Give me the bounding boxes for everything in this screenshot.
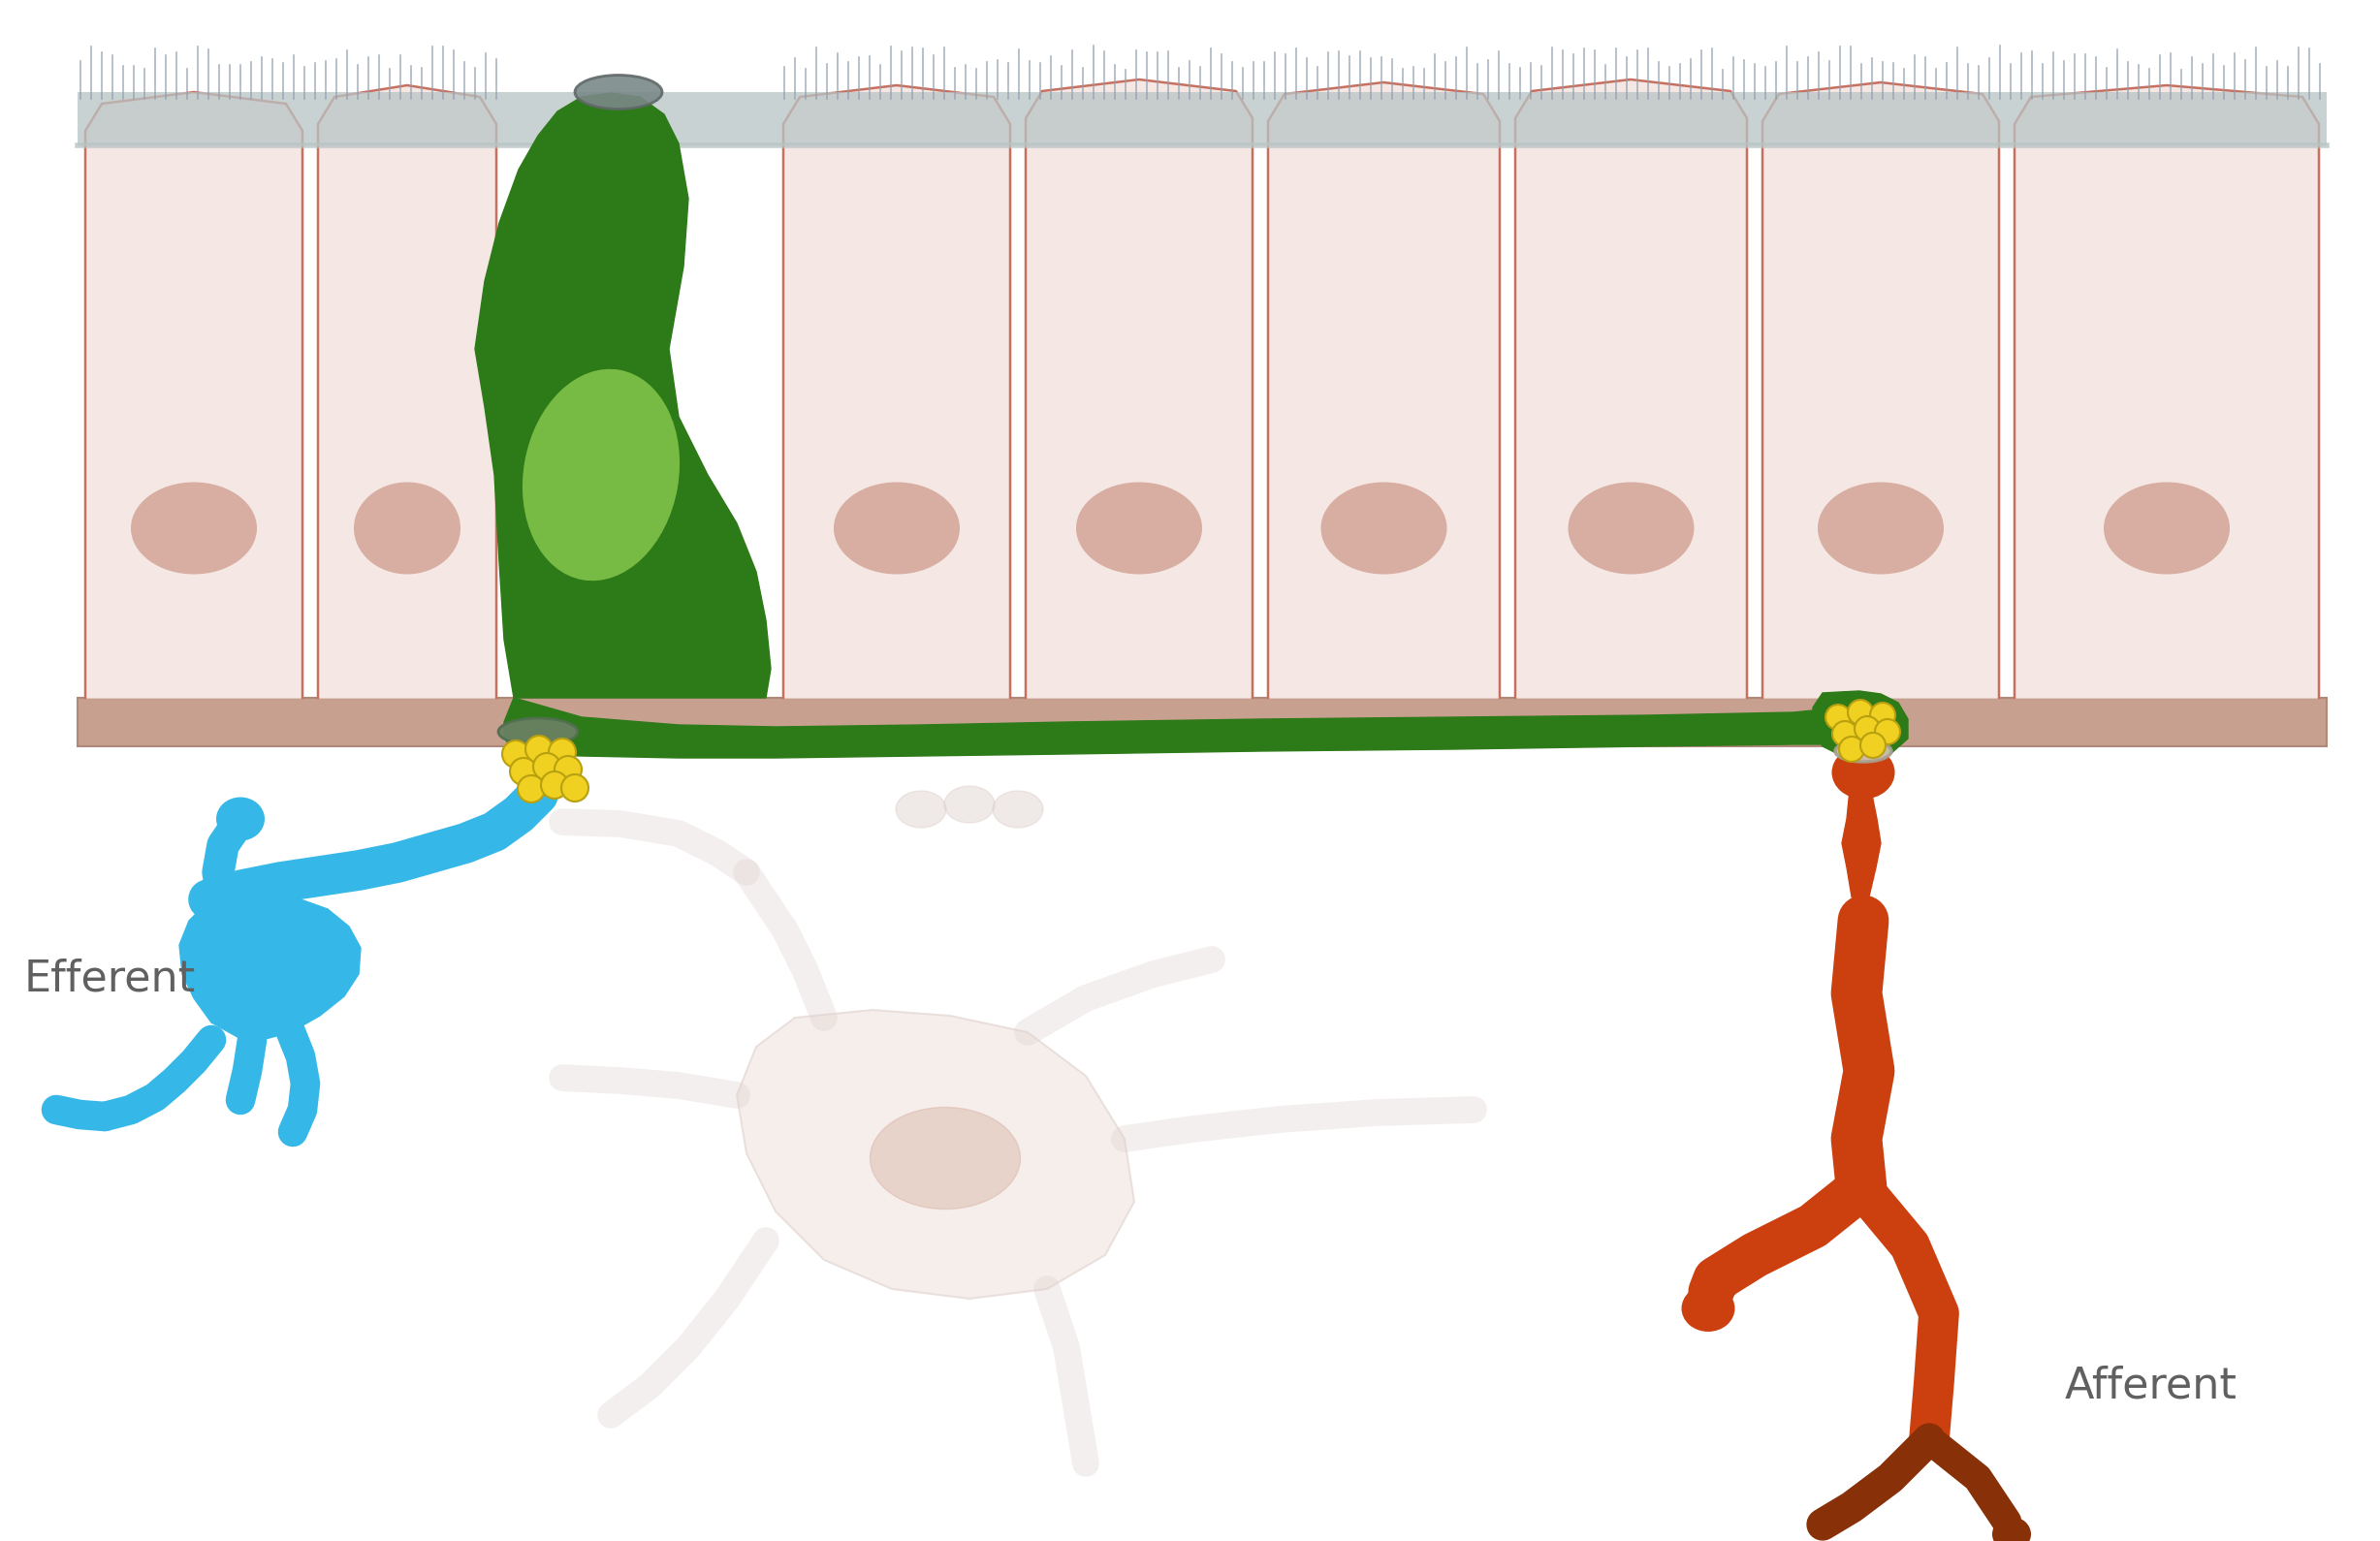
Polygon shape	[783, 85, 1009, 698]
Circle shape	[540, 772, 569, 798]
Circle shape	[526, 735, 552, 763]
Circle shape	[1854, 717, 1880, 741]
Circle shape	[519, 775, 545, 803]
Text: Afferent: Afferent	[2066, 1365, 2237, 1407]
Circle shape	[550, 738, 576, 766]
Polygon shape	[1842, 791, 1880, 920]
Polygon shape	[178, 895, 362, 1040]
Polygon shape	[319, 85, 497, 698]
Ellipse shape	[131, 482, 257, 575]
Polygon shape	[1269, 82, 1499, 698]
Ellipse shape	[1818, 482, 1944, 575]
Ellipse shape	[217, 797, 264, 841]
Circle shape	[555, 757, 581, 783]
Circle shape	[1825, 704, 1852, 730]
Ellipse shape	[833, 482, 959, 575]
Polygon shape	[1516, 80, 1747, 698]
Circle shape	[1875, 720, 1899, 744]
Ellipse shape	[895, 791, 947, 828]
Polygon shape	[2013, 85, 2318, 698]
Ellipse shape	[576, 76, 662, 109]
Ellipse shape	[1568, 482, 1695, 575]
Circle shape	[1861, 732, 1885, 758]
Polygon shape	[476, 92, 771, 698]
Ellipse shape	[2104, 482, 2230, 575]
Circle shape	[562, 775, 588, 801]
Ellipse shape	[992, 791, 1042, 828]
Ellipse shape	[497, 718, 578, 746]
Circle shape	[509, 758, 538, 784]
Circle shape	[502, 741, 528, 767]
Ellipse shape	[524, 368, 681, 581]
Bar	[79, 92, 2328, 145]
Ellipse shape	[1835, 741, 1892, 761]
Polygon shape	[505, 697, 1871, 758]
Ellipse shape	[945, 786, 995, 823]
Ellipse shape	[1321, 482, 1447, 575]
Circle shape	[1840, 737, 1864, 761]
Polygon shape	[1026, 80, 1252, 698]
Ellipse shape	[1683, 1285, 1735, 1331]
Circle shape	[533, 754, 559, 780]
Circle shape	[1833, 721, 1856, 746]
Ellipse shape	[355, 482, 459, 575]
Ellipse shape	[871, 1108, 1021, 1210]
Text: Efferent: Efferent	[24, 959, 195, 1000]
Ellipse shape	[1833, 746, 1894, 800]
Polygon shape	[1764, 82, 1999, 698]
Ellipse shape	[1076, 482, 1202, 575]
Polygon shape	[738, 1009, 1135, 1299]
FancyBboxPatch shape	[79, 698, 2328, 746]
Polygon shape	[86, 92, 302, 698]
Circle shape	[1871, 703, 1894, 727]
Circle shape	[1847, 700, 1873, 724]
Ellipse shape	[1992, 1516, 2030, 1541]
Polygon shape	[1814, 690, 1909, 758]
